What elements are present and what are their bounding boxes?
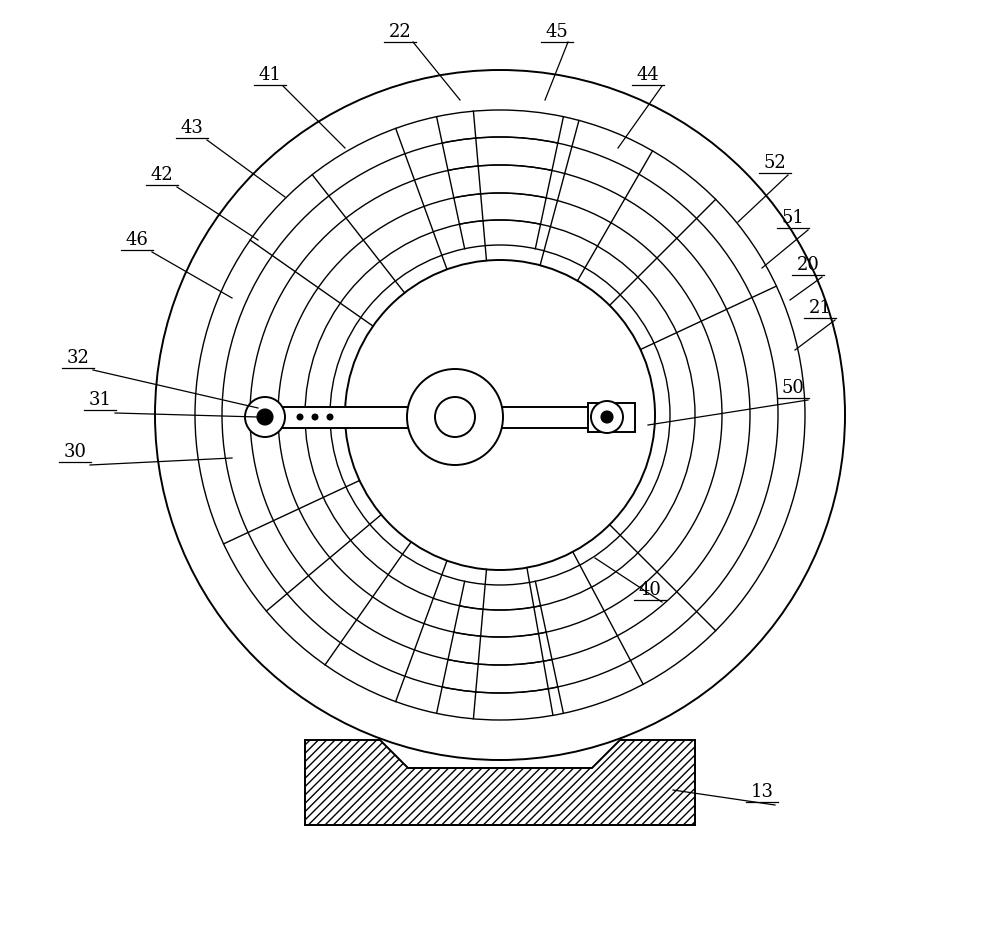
Text: 42: 42 <box>151 166 173 184</box>
Text: 52: 52 <box>764 154 786 172</box>
Text: 46: 46 <box>126 231 148 249</box>
Text: 50: 50 <box>782 379 804 397</box>
Circle shape <box>407 369 503 465</box>
Circle shape <box>345 260 655 570</box>
Polygon shape <box>305 740 695 825</box>
Text: 13: 13 <box>750 783 774 801</box>
Text: 51: 51 <box>782 209 804 227</box>
Circle shape <box>312 413 318 421</box>
Text: 32: 32 <box>67 349 89 367</box>
Text: 31: 31 <box>88 391 112 409</box>
Text: 30: 30 <box>64 443 87 461</box>
Circle shape <box>257 409 273 425</box>
Text: 41: 41 <box>259 66 281 84</box>
Text: 40: 40 <box>639 581 661 599</box>
Bar <box>265 407 590 428</box>
Text: 22: 22 <box>389 23 411 41</box>
Circle shape <box>245 397 285 437</box>
Circle shape <box>296 413 304 421</box>
Text: 21: 21 <box>809 299 831 317</box>
Text: 43: 43 <box>181 119 203 137</box>
Circle shape <box>591 401 623 433</box>
Text: 44: 44 <box>637 66 659 84</box>
Bar <box>588 403 635 432</box>
Text: 20: 20 <box>797 256 819 274</box>
Circle shape <box>326 413 334 421</box>
Text: 45: 45 <box>546 23 568 41</box>
Circle shape <box>601 411 613 423</box>
